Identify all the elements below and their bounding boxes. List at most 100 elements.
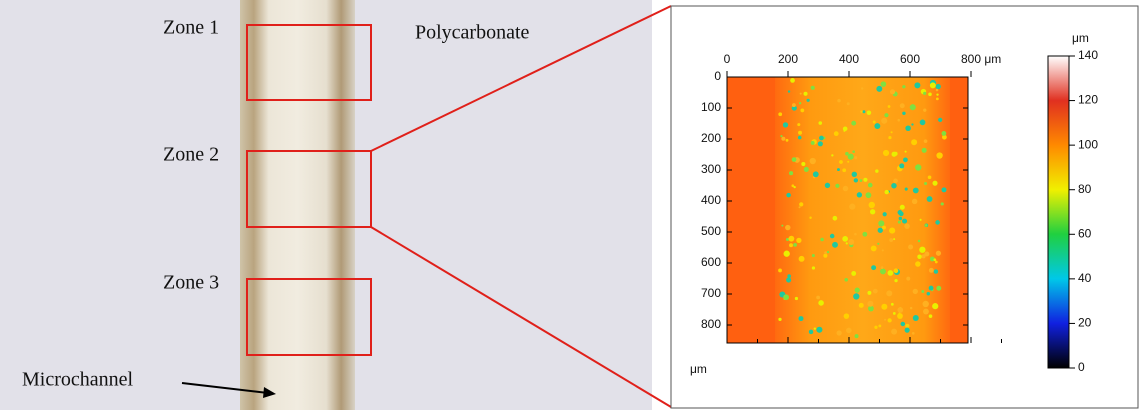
speckle [874,123,880,129]
speckle [899,163,904,168]
speckle [812,254,815,257]
speckle [905,324,909,328]
speckle [889,227,895,233]
zone-label: Zone 2 [163,144,219,166]
speckle [889,238,893,242]
speckle [798,131,802,135]
speckle [851,121,856,126]
speckle [831,154,833,156]
speckle [855,288,860,293]
speckle [877,243,879,245]
material-label: Polycarbonate [415,22,530,44]
speckle [780,135,782,137]
speckle [855,334,859,338]
speckle [799,256,805,262]
speckle [839,160,843,164]
speckle [883,150,889,156]
y-tick-label: 700 [701,286,721,300]
speckle [902,85,905,88]
speckle [871,245,877,251]
y-unit: μm [690,362,707,376]
speckle [903,157,908,162]
speckle [919,247,925,253]
speckle [795,297,798,300]
height-map [727,77,968,343]
speckle [920,120,926,126]
speckle [852,172,857,177]
speckle [929,286,934,291]
speckle [843,130,845,132]
speckle [932,303,938,309]
speckle [906,277,910,281]
speckle [853,293,859,299]
speckle [778,318,781,321]
speckle [932,181,937,186]
speckle [825,183,830,188]
speckle [799,102,801,104]
speckle [818,300,824,306]
speckle [900,205,905,210]
speckle [867,110,872,115]
speckle [924,139,928,143]
colorbar-tick-label: 60 [1078,226,1092,240]
speckle [887,318,891,322]
speckle [845,152,849,156]
y-tick-label: 0 [714,69,721,83]
speckle [902,112,905,115]
speckle [788,90,790,92]
speckle [818,121,822,125]
speckle [891,303,894,306]
speckle [911,139,917,145]
speckle [881,304,887,310]
speckle [935,220,940,225]
speckle [823,254,827,258]
speckle [888,105,891,108]
x-tick-label: 0 [724,52,731,66]
speckle [941,131,946,136]
speckle [870,209,875,214]
speckle [929,268,934,273]
speckle [930,82,936,88]
speckle [875,169,878,172]
speckle [894,268,899,273]
speckle [799,202,803,206]
speckle [866,192,872,198]
speckle [871,265,876,270]
speckle [797,123,800,126]
speckle [820,238,824,242]
speckle [827,251,829,253]
speckle [936,152,942,158]
y-tick-label: 600 [701,255,721,269]
speckle [912,199,918,205]
speckle [849,204,855,210]
speckle [923,108,926,111]
speckle [809,330,813,334]
speckle [784,251,790,257]
microchannel [240,0,355,410]
speckle [908,245,913,250]
speckle [898,221,901,224]
zone-label: Zone 1 [163,17,219,39]
speckle [860,111,862,113]
speckle [847,102,850,105]
speckle [890,89,895,94]
speckle [923,301,929,307]
speckle [811,141,815,145]
speckle [878,220,884,226]
speckle [803,92,807,96]
speckle [814,327,816,329]
speckle [789,243,793,247]
speckle [884,319,886,321]
speckle [913,188,919,194]
speckle [897,307,903,313]
speckle [819,136,824,141]
speckle [860,179,863,182]
speckle [787,274,791,278]
speckle [924,182,927,185]
speckle [868,183,873,188]
speckle [938,118,942,122]
speckle [934,269,938,273]
speckle [846,242,848,244]
speckle [882,226,886,230]
speckle [921,290,924,293]
